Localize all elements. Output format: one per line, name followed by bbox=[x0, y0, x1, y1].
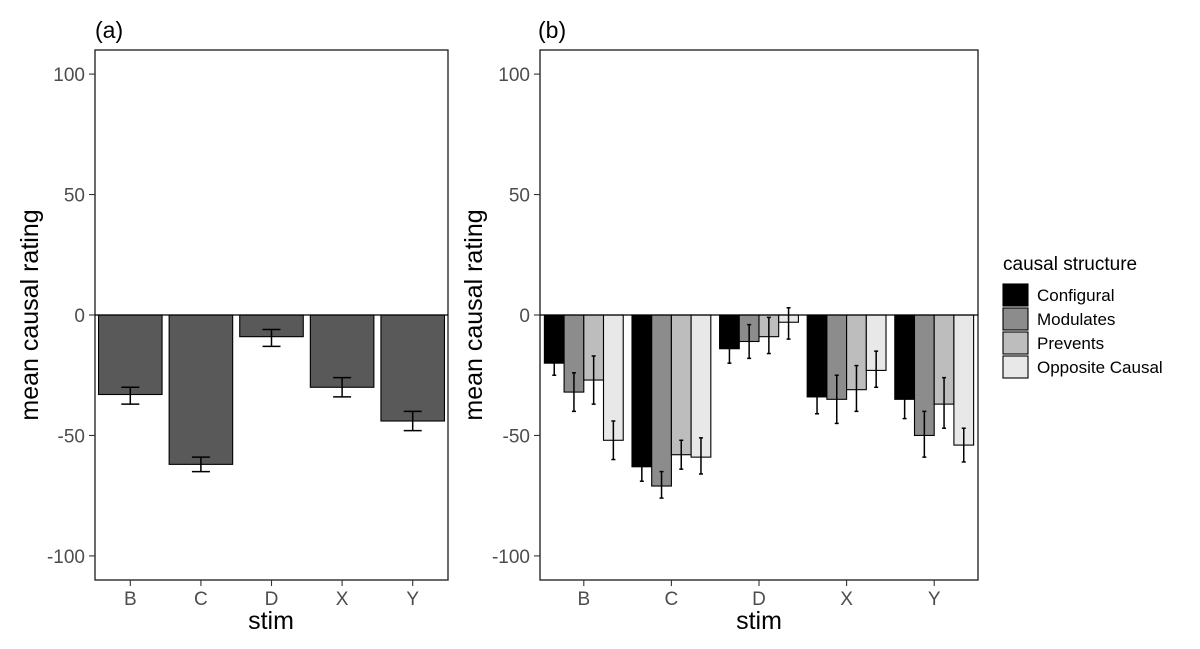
y-tick-label: 100 bbox=[498, 65, 530, 86]
bar-X-mean bbox=[309, 314, 375, 388]
panel-b-y-title: mean causal rating bbox=[460, 209, 488, 420]
x-tick-label: D bbox=[752, 589, 766, 610]
panel-a-x-title: stim bbox=[248, 607, 294, 635]
legend: causal structure Configural Modulates Prev… bbox=[1002, 254, 1163, 379]
y-tick-label: 0 bbox=[519, 306, 530, 327]
bar-Y-mean bbox=[380, 314, 446, 422]
panel-b-error-bars bbox=[552, 307, 966, 499]
legend-title: causal structure bbox=[1003, 254, 1137, 275]
y-tick-label: -100 bbox=[492, 547, 530, 568]
legend-label-opposite-causal: Opposite Causal bbox=[1037, 358, 1163, 377]
x-tick-label: Y bbox=[406, 589, 419, 610]
y-tick-label: 50 bbox=[64, 186, 85, 207]
legend-label-prevents: Prevents bbox=[1037, 334, 1104, 353]
panel-a: (a) 100 50 0 -50 -100 B C D X Y stim mean causal… bbox=[16, 17, 449, 635]
legend-label-configural: Configural bbox=[1037, 286, 1115, 305]
bar-C-prevents bbox=[670, 314, 692, 456]
legend-swatch-prevents bbox=[1002, 331, 1029, 355]
bar-C-opposite-causal bbox=[690, 314, 712, 458]
x-tick-label: Y bbox=[928, 589, 941, 610]
bar-C-mean bbox=[168, 314, 234, 465]
bar-C-modulates bbox=[651, 314, 672, 487]
bar-C-configural bbox=[631, 314, 653, 468]
y-tick-label: -100 bbox=[47, 547, 85, 568]
bar-Y-opposite-causal bbox=[953, 314, 975, 446]
x-tick-label: C bbox=[194, 589, 208, 610]
legend-swatch-modulates bbox=[1002, 307, 1029, 331]
x-tick-label: X bbox=[840, 589, 853, 610]
panel-a-y-title: mean causal rating bbox=[16, 209, 44, 420]
legend-label-modulates: Modulates bbox=[1037, 310, 1115, 329]
legend-items: Configural Modulates Prevents Opposite Caus… bbox=[1002, 283, 1163, 379]
panel-b: (b) 100 50 0 -50 -100 B C D X Y stim mean causal… bbox=[460, 17, 979, 635]
legend-swatch-opposite-causal bbox=[1002, 355, 1029, 379]
y-tick-label: -50 bbox=[503, 426, 530, 447]
panel-b-y-axis: 100 50 0 -50 -100 bbox=[492, 65, 540, 568]
x-tick-label: B bbox=[577, 589, 590, 610]
panel-a-y-axis: 100 50 0 -50 -100 bbox=[47, 65, 95, 568]
y-tick-label: 0 bbox=[74, 306, 85, 327]
y-tick-label: -50 bbox=[58, 426, 85, 447]
panel-b-tag: (b) bbox=[538, 17, 566, 43]
y-tick-label: 50 bbox=[509, 186, 530, 207]
x-tick-label: C bbox=[665, 589, 679, 610]
panel-a-bars bbox=[97, 314, 446, 465]
panel-b-bars bbox=[543, 314, 975, 487]
panel-a-error-bars bbox=[121, 328, 422, 473]
panel-a-tag: (a) bbox=[95, 17, 123, 43]
legend-swatch-configural bbox=[1002, 283, 1029, 307]
x-tick-label: D bbox=[265, 589, 279, 610]
y-tick-label: 100 bbox=[53, 65, 85, 86]
bar-B-mean bbox=[97, 314, 163, 396]
panel-b-x-title: stim bbox=[736, 607, 782, 635]
x-tick-label: X bbox=[336, 589, 349, 610]
x-tick-label: B bbox=[124, 589, 137, 610]
